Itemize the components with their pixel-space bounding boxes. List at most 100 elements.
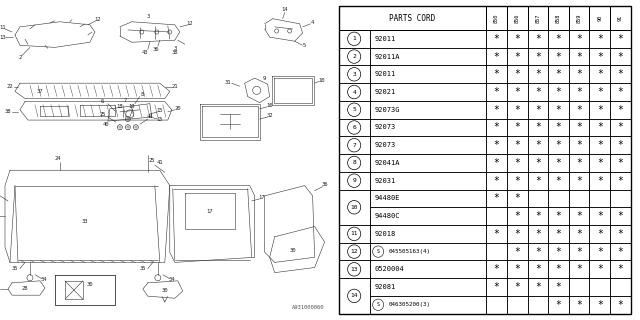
Text: 34: 34 xyxy=(168,277,175,282)
Bar xyxy=(589,154,610,172)
Text: 858: 858 xyxy=(556,13,561,23)
Text: *: * xyxy=(493,264,500,274)
Text: 35: 35 xyxy=(140,266,146,271)
Text: *: * xyxy=(535,229,541,239)
Text: *: * xyxy=(535,123,541,132)
Text: 36: 36 xyxy=(321,182,328,187)
Text: *: * xyxy=(576,140,582,150)
Text: *: * xyxy=(556,87,561,97)
Bar xyxy=(339,65,369,83)
Bar xyxy=(569,243,589,260)
Text: 850: 850 xyxy=(494,13,499,23)
Bar xyxy=(548,260,569,278)
Bar xyxy=(507,296,527,314)
Text: 20: 20 xyxy=(175,106,181,111)
Bar xyxy=(527,189,548,207)
Bar xyxy=(589,65,610,83)
Text: 32: 32 xyxy=(266,114,273,118)
Bar xyxy=(369,154,486,172)
Text: 30: 30 xyxy=(86,283,93,287)
Circle shape xyxy=(348,68,361,81)
Bar xyxy=(589,278,610,296)
Text: *: * xyxy=(515,69,520,79)
Bar xyxy=(548,101,569,119)
Text: *: * xyxy=(515,264,520,274)
Bar xyxy=(507,225,527,243)
Text: 92073: 92073 xyxy=(374,124,396,131)
Bar xyxy=(486,260,507,278)
Text: 3: 3 xyxy=(146,14,150,19)
Bar xyxy=(548,136,569,154)
Bar xyxy=(569,278,589,296)
Bar xyxy=(527,154,548,172)
Text: 18: 18 xyxy=(116,104,123,109)
Text: *: * xyxy=(535,264,541,274)
Text: *: * xyxy=(556,158,561,168)
Text: *: * xyxy=(556,69,561,79)
Text: *: * xyxy=(556,34,561,44)
Bar xyxy=(507,136,527,154)
Text: *: * xyxy=(556,229,561,239)
Bar xyxy=(589,207,610,225)
Text: *: * xyxy=(493,34,500,44)
Bar xyxy=(339,48,369,65)
Bar xyxy=(548,207,569,225)
Text: *: * xyxy=(515,34,520,44)
Text: *: * xyxy=(618,105,623,115)
Bar xyxy=(548,30,569,48)
Text: 40: 40 xyxy=(102,122,109,127)
Text: *: * xyxy=(515,105,520,115)
Text: *: * xyxy=(618,52,623,61)
Text: *: * xyxy=(515,247,520,257)
Bar xyxy=(548,189,569,207)
Text: 28: 28 xyxy=(22,285,28,291)
Bar xyxy=(339,119,369,136)
Bar xyxy=(527,278,548,296)
Bar xyxy=(369,119,486,136)
Text: 38: 38 xyxy=(172,50,178,55)
Bar xyxy=(339,136,369,154)
Text: 2: 2 xyxy=(19,55,22,60)
Bar xyxy=(569,101,589,119)
Bar xyxy=(527,83,548,101)
Text: *: * xyxy=(515,140,520,150)
Text: 17: 17 xyxy=(207,209,213,214)
Bar xyxy=(527,48,548,65)
Text: *: * xyxy=(493,69,500,79)
Bar xyxy=(610,243,630,260)
Text: 1: 1 xyxy=(352,36,356,41)
Bar xyxy=(486,119,507,136)
Text: 859: 859 xyxy=(577,13,582,23)
Bar xyxy=(569,260,589,278)
Bar xyxy=(369,48,486,65)
Text: 4: 4 xyxy=(352,90,356,94)
Text: 92018: 92018 xyxy=(374,231,396,237)
Text: 92031: 92031 xyxy=(374,178,396,184)
Bar xyxy=(569,119,589,136)
Bar xyxy=(548,83,569,101)
Bar xyxy=(339,154,369,172)
Text: *: * xyxy=(596,229,603,239)
Text: *: * xyxy=(515,229,520,239)
Text: 16: 16 xyxy=(266,103,273,108)
Text: *: * xyxy=(535,69,541,79)
Bar xyxy=(610,207,630,225)
Text: 30: 30 xyxy=(289,248,296,252)
Text: A931000060: A931000060 xyxy=(292,305,324,309)
Text: 4: 4 xyxy=(311,20,314,25)
Bar xyxy=(569,65,589,83)
Text: *: * xyxy=(535,34,541,44)
Text: 045505163(4): 045505163(4) xyxy=(388,249,430,254)
Text: *: * xyxy=(515,52,520,61)
Bar xyxy=(589,243,610,260)
Text: *: * xyxy=(576,87,582,97)
Text: 10: 10 xyxy=(318,78,325,83)
Bar xyxy=(507,101,527,119)
Circle shape xyxy=(348,245,361,258)
Bar xyxy=(527,260,548,278)
Text: 92011: 92011 xyxy=(374,36,396,42)
Text: 25: 25 xyxy=(148,157,155,163)
Text: 10: 10 xyxy=(351,205,358,210)
Bar xyxy=(369,260,486,278)
Bar xyxy=(507,207,527,225)
